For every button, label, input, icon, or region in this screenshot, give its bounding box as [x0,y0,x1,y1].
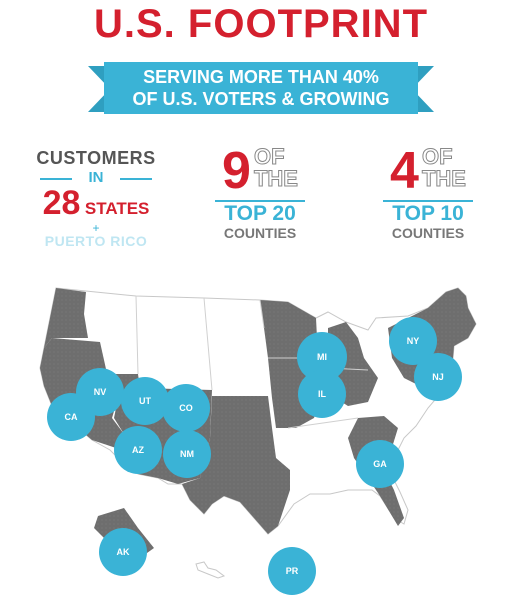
top10-number: 4 [390,142,419,200]
state-borders [135,295,369,429]
bubble-label-ga: GA [373,459,387,469]
bubble-nj: NJ [414,353,462,401]
bubble-ga: GA [356,440,404,488]
bubble-mi: MI [297,332,347,382]
top20-of-the: OF THE [253,144,298,191]
top20-divider [215,200,305,202]
state-tx-ok-ks [182,396,290,534]
bubble-ut: UT [121,377,169,425]
bubble-nm: NM [163,430,211,478]
banner-text: SERVING MORE THAN 40% OF U.S. VOTERS & G… [88,66,434,110]
bubble-label-nj: NJ [432,372,444,382]
banner-ribbon: SERVING MORE THAN 40% OF U.S. VOTERS & G… [88,60,434,118]
ribbon-shape [88,62,434,114]
banner-line-1: SERVING MORE THAN 40% [143,67,379,87]
bubble-ca: CA [47,393,95,441]
page-title: U.S. FOOTPRINT [94,2,428,46]
customers-plus: + [92,221,100,235]
customers-in: IN [26,169,166,186]
top20-row: 9 OF THE [200,142,320,200]
bubble-pr: PR [268,547,316,595]
top10-of-the: OF THE [421,144,466,191]
top10-sub: COUNTIES [391,225,465,241]
bubble-az: AZ [114,426,162,474]
stat-top20: 9 OF THE TOP 20 COUNTIES [200,142,320,241]
bubble-label-co: CO [179,403,193,413]
state-hi [195,561,226,579]
top20-label: TOP 20 [224,202,296,225]
top20-the: THE [253,166,298,191]
bubble-il: IL [298,370,346,418]
top20-of: OF [253,144,285,169]
bubble-label-il: IL [318,389,327,399]
bubble-label-ny: NY [407,336,420,346]
bubble-co: CO [162,384,210,432]
top10-the: THE [421,166,466,191]
top20-number: 9 [222,142,251,200]
top10-of: OF [421,144,453,169]
banner-line-2: OF U.S. VOTERS & GROWING [132,89,390,109]
customers-extra: PUERTO RICO [44,233,148,249]
state-wa-or [44,288,88,348]
top10-divider [383,200,473,202]
customers-number: 28 [42,184,81,222]
customers-row: 28 STATES [26,184,166,223]
top20-sub: COUNTIES [223,225,297,241]
bubble-label-ca: CA [65,412,78,422]
bubble-label-pr: PR [286,566,299,576]
top10-row: 4 OF THE [368,142,488,200]
customers-label: CUSTOMERS [36,148,156,168]
bubble-ak: AK [99,528,147,576]
bubble-label-ak: AK [117,547,130,557]
bubble-label-nm: NM [180,449,194,459]
bubble-label-mi: MI [317,352,327,362]
stat-customers: CUSTOMERS IN 28 STATES + PUERTO RICO [26,148,166,249]
top10-label: TOP 10 [392,202,464,225]
us-map: MI NY NJ NV UT CO CA IL AZ NM GA AK PR [39,287,477,595]
bubble-label-nv: NV [94,387,107,397]
bubble-ny: NY [389,317,437,365]
bubble-label-az: AZ [132,445,144,455]
bubble-label-ut: UT [139,396,151,406]
customers-states: STATES [84,199,150,218]
stat-top10: 4 OF THE TOP 10 COUNTIES [368,142,488,241]
